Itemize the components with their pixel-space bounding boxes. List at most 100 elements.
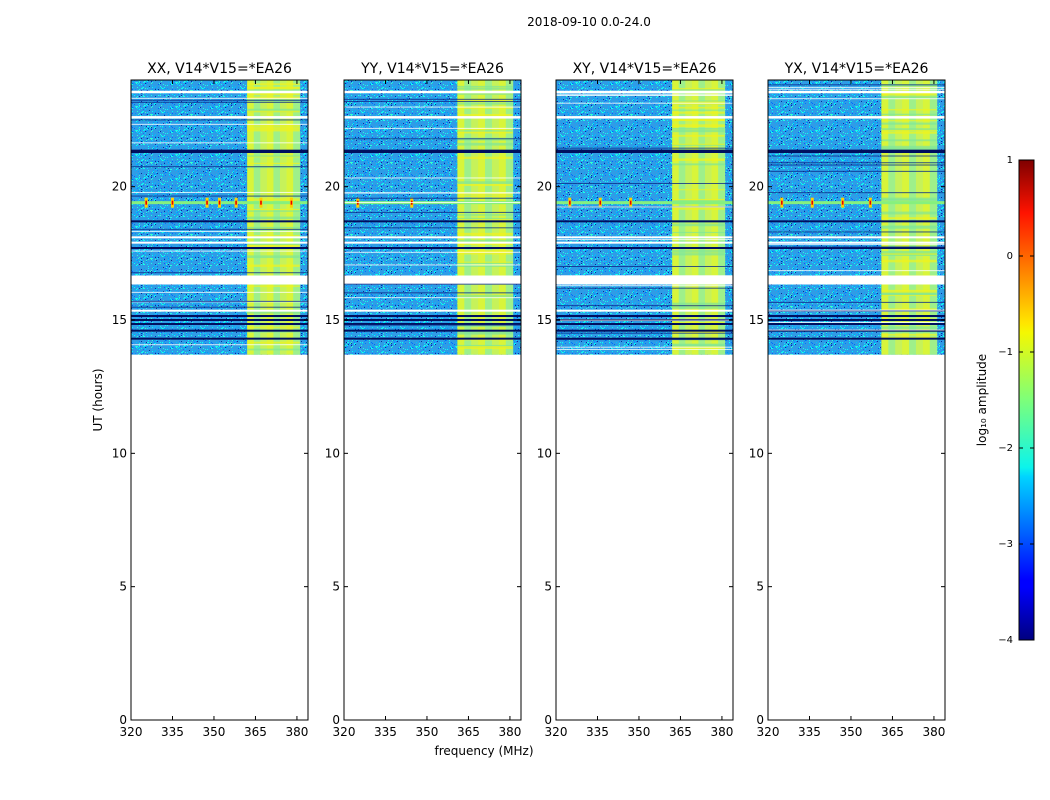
rfi-band-texture [247,255,300,259]
colorbar-gradient [1018,159,1035,641]
row-speckle [556,285,733,287]
y-tick-label: 10 [112,446,127,460]
x-tick-label: 335 [374,725,397,739]
rfi-band-texture [457,265,513,267]
x-tick-label: 380 [922,725,945,739]
rfi-band-texture [457,114,513,117]
low-row [344,247,521,249]
row-speckle [768,162,945,164]
rfi-spike-core [629,200,632,205]
rfi-band-texture [881,131,937,134]
x-tick-label: 320 [120,725,143,739]
row-speckle [344,297,521,299]
x-tick-label: 380 [498,725,521,739]
flagged-row [131,116,308,119]
low-row [768,247,945,249]
rfi-band-texture [247,96,300,99]
rfi-spike-core [781,200,783,205]
flagged-row [131,90,308,94]
rfi-spike-core [811,200,814,205]
rfi-band-texture [457,98,513,102]
row-speckle [344,264,521,266]
rfi-band-texture [247,285,300,287]
low-row [768,319,945,321]
rfi-band-texture [247,127,300,130]
row-speckle [131,272,308,274]
row-speckle [344,98,521,100]
rfi-band-texture [247,198,300,201]
rfi-band-texture [457,92,513,95]
rfi-band-texture [247,348,300,351]
low-row [344,319,521,321]
low-row [768,315,945,317]
row-speckle [556,147,733,149]
x-tick-label: 380 [285,725,308,739]
y-tick-label: 20 [749,180,764,194]
row-speckle [131,250,308,252]
low-row [344,151,521,153]
low-row [131,151,308,153]
rfi-band-texture [457,346,513,349]
row-speckle [768,84,945,86]
rfi-band-texture [881,139,937,142]
rfi-band-texture [247,331,300,333]
x-tick-label: 350 [416,725,439,739]
rfi-band-texture [881,95,937,99]
low-row [131,220,308,223]
row-speckle [131,97,308,99]
rfi-band-texture [457,214,513,216]
flagged-row [344,236,521,239]
low-row [344,323,521,325]
y-tick-label: 5 [756,580,764,594]
rfi-band-texture [881,289,937,293]
rfi-band-texture [457,232,513,236]
low-row [131,323,308,325]
rfi-band-texture [881,211,937,213]
x-tick-label: 320 [545,725,568,739]
flagged-row [131,236,308,239]
low-row [768,329,945,332]
y-tick-label: 20 [325,180,340,194]
rfi-band-texture [672,111,725,114]
rfi-band-texture [881,250,937,254]
row-speckle [131,101,308,103]
y-tick-label: 20 [537,180,552,194]
rfi-band-texture [672,124,725,128]
rfi-band-texture [457,128,513,130]
flagged-row [131,309,308,312]
rfi-band-texture [247,86,300,89]
rfi-band-texture [672,89,725,93]
x-tick-label: 320 [757,725,780,739]
row-speckle [768,310,945,312]
x-tick-label: 335 [161,725,184,739]
rfi-band-stripe [464,80,472,355]
rfi-band-texture [457,131,513,134]
row-speckle [131,291,308,293]
rfi-band-texture [881,122,937,125]
rfi-band-texture [672,119,725,121]
y-tick-label: 0 [756,713,764,727]
rfi-band-texture [672,331,725,334]
rfi-band-texture [247,326,300,329]
x-tick-label: 350 [203,725,226,739]
row-speckle [556,265,733,267]
y-tick-label: 15 [537,313,552,327]
flagged-row [768,241,945,244]
rfi-band-texture [672,223,725,227]
rfi-band-stripe [457,80,465,355]
rfi-band-texture [457,262,513,264]
rfi-band-texture [881,226,937,229]
rfi-band-texture [457,195,513,198]
rfi-band-texture [247,155,300,157]
panel-title: XX, V14*V15=*EA26 [147,61,292,77]
rfi-band-texture [247,235,300,237]
rfi-band-stripe [704,80,713,355]
rfi-band-texture [672,109,725,111]
row-speckle [768,321,945,323]
x-tick-label: 365 [881,725,904,739]
colorbar: −4 −3 −2 −1 0 1 log₁₀ amplitude [975,155,1035,646]
panel-frame [555,79,734,721]
row-speckle [344,127,521,129]
flagged-row [556,90,733,94]
low-row [768,337,945,340]
